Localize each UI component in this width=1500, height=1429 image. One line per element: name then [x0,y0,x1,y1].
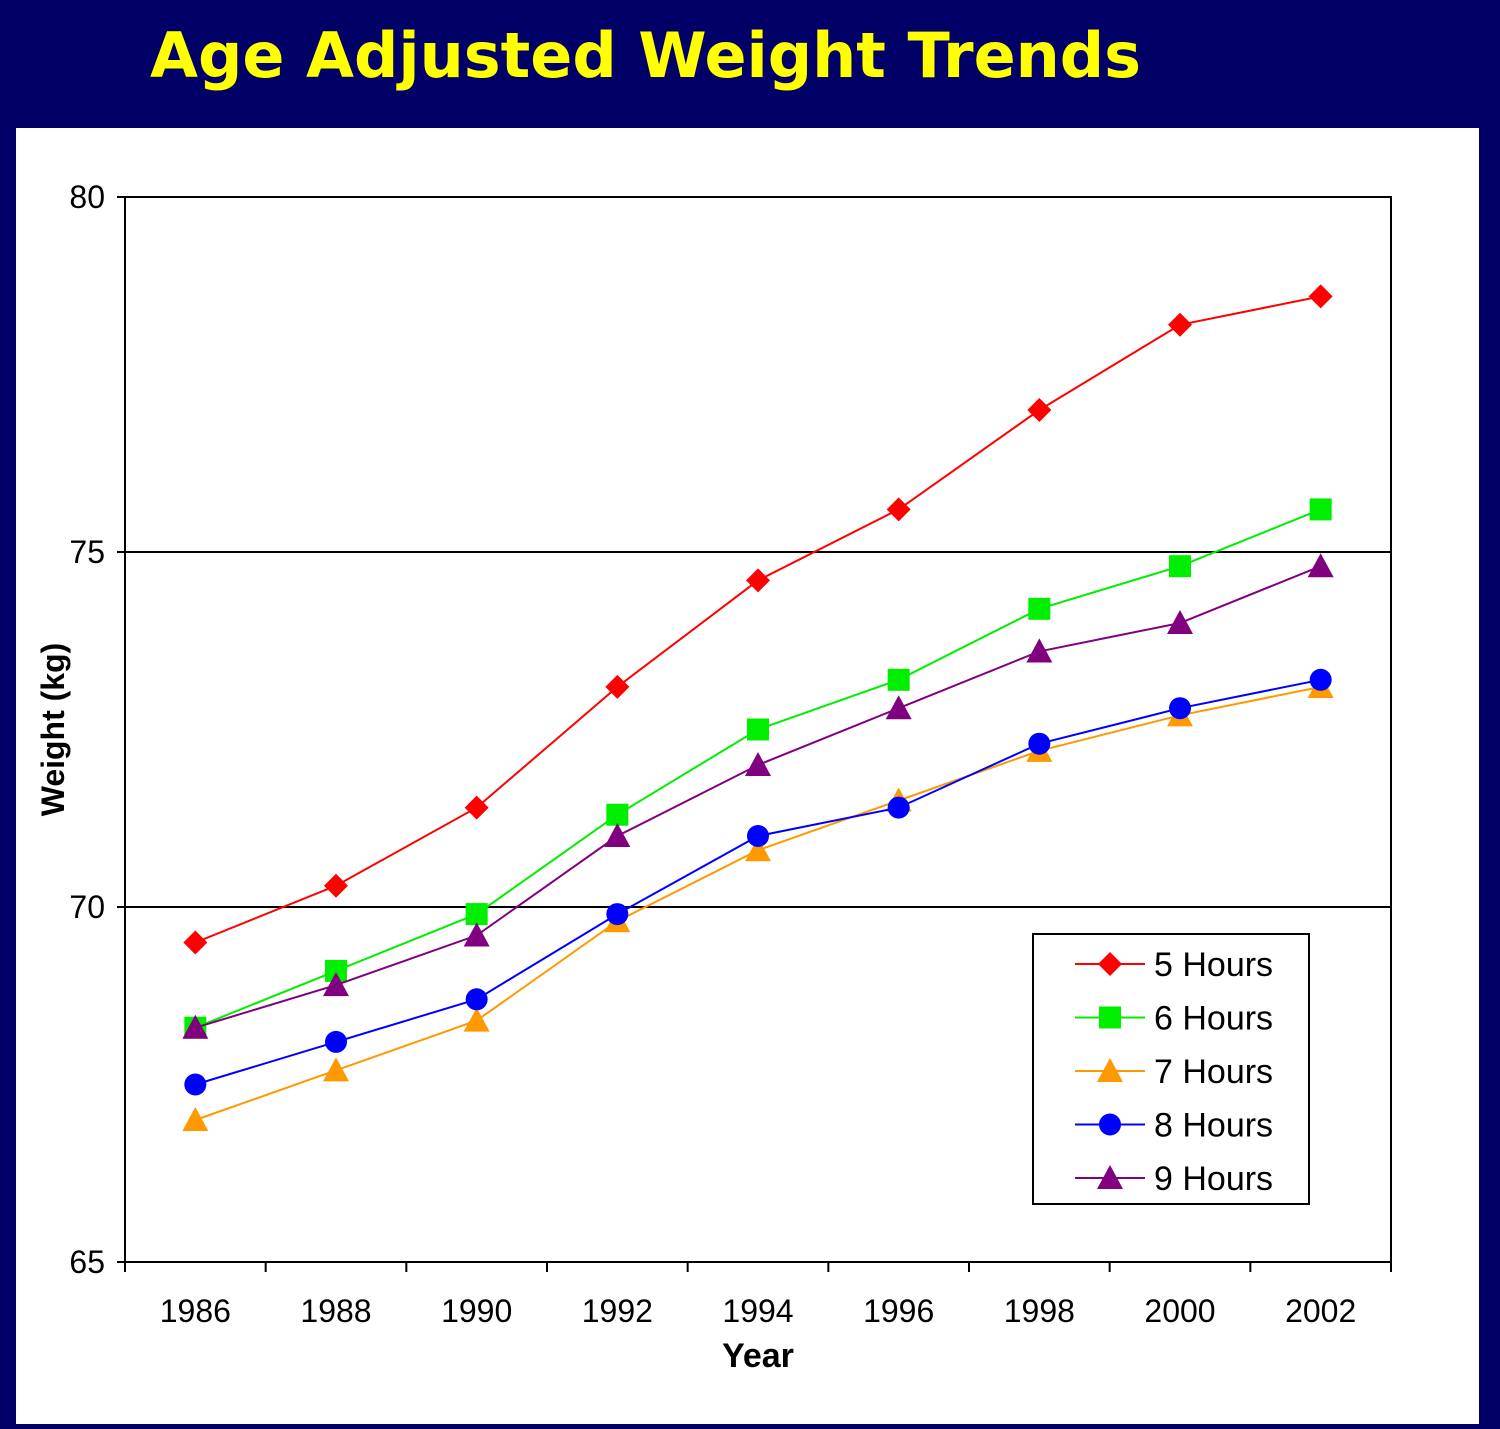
legend-item: 6 Hours [1075,1000,1273,1038]
data-point-9-hours [1307,553,1334,578]
plot-frame [124,196,1392,1263]
chart-panel: 65 70 75 80 1986 1988 1990 1992 1994 1996 1998 2000… [16,128,1479,1424]
data-point-5-hours [746,568,770,593]
legend-item: 8 Hours [1075,1107,1273,1145]
data-point-8-hours [887,796,910,819]
data-point-5-hours [605,674,630,699]
x-axis-title: Year [722,1337,794,1375]
data-point-7-hours [463,1007,490,1032]
data-point-7-hours [182,1107,209,1132]
legend-item: 7 Hours [1075,1053,1273,1091]
x-tick-label: 1996 [863,1293,934,1329]
data-point-7-hours [745,837,771,862]
legend-marker [1098,952,1122,976]
data-point-9-hours [1167,610,1193,635]
data-point-8-hours [747,825,769,847]
x-tick-label: 2002 [1285,1293,1356,1329]
data-point-7-hours [323,1057,349,1082]
y-axis-title: Weight (kg) [35,643,71,817]
data-point-5-hours [1027,398,1052,422]
data-point-5-hours [183,930,208,955]
legend-box [1032,933,1310,1205]
slide-title: Age Adjusted Weight Trends [150,19,1142,92]
data-point-6-hours [887,668,910,691]
data-point-6-hours [1309,498,1332,521]
data-point-6-hours [606,803,629,826]
legend-label: 5 Hours [1154,946,1273,984]
data-point-9-hours [885,695,912,720]
legend-item: 5 Hours [1075,946,1273,984]
legend-label: 9 Hours [1154,1160,1273,1198]
x-tick-label: 1988 [300,1293,371,1329]
legend: 5 Hours 6 Hours 7 Hours 8 Hours 9 Hours [1032,933,1310,1205]
series-5-hours [183,284,1333,955]
data-point-5-hours [1308,284,1333,309]
data-point-8-hours [1169,697,1191,720]
series-layer [182,284,1334,1132]
legend-item: 9 Hours [1075,1160,1273,1198]
data-point-8-hours [1309,668,1332,691]
data-point-8-hours [325,1030,347,1053]
data-point-9-hours [604,823,631,848]
legend-label: 7 Hours [1154,1053,1273,1091]
y-tick-label: 65 [69,1244,105,1280]
series-9-hours [182,553,1334,1039]
legend-marker [1099,1113,1121,1136]
data-point-9-hours [463,922,490,947]
data-point-8-hours [465,988,488,1011]
x-tick-label: 1990 [441,1293,512,1329]
line-chart: 65 70 75 80 1986 1988 1990 1992 1994 1996 1998 2000… [35,179,1392,1375]
legend-marker [1097,1058,1123,1083]
data-point-6-hours [1028,597,1051,620]
data-point-8-hours [184,1073,207,1096]
data-point-5-hours [886,497,911,522]
y-tick-label: 75 [69,534,105,570]
legend-label: 8 Hours [1154,1107,1273,1145]
data-point-6-hours [747,718,769,741]
data-point-9-hours [745,752,771,777]
data-point-8-hours [606,903,629,926]
legend-marker [1099,1006,1121,1029]
series-8-hours [184,668,1332,1096]
legend-marker [1097,1165,1123,1190]
data-point-9-hours [1026,638,1053,663]
x-tick-label: 1998 [1004,1293,1075,1329]
legend-label: 6 Hours [1154,1000,1273,1038]
data-point-6-hours [325,959,347,982]
x-tick-label: 1986 [160,1293,231,1329]
data-point-6-hours [465,903,488,926]
data-point-5-hours [464,795,489,820]
x-tick-label: 1994 [722,1293,793,1329]
data-point-5-hours [1168,312,1192,337]
x-tick-label: 1992 [582,1293,653,1329]
axis-layer: 65 70 75 80 1986 1988 1990 1992 1994 1996 1998 2000… [69,179,1392,1329]
data-point-8-hours [1028,732,1051,755]
data-point-9-hours [323,972,349,997]
data-point-9-hours [182,1014,209,1039]
x-tick-label: 2000 [1144,1293,1215,1329]
data-point-6-hours [1169,555,1191,578]
grid-layer [125,551,1391,908]
data-point-5-hours [324,873,348,898]
y-tick-label: 80 [69,179,105,215]
y-tick-label: 70 [69,889,105,925]
